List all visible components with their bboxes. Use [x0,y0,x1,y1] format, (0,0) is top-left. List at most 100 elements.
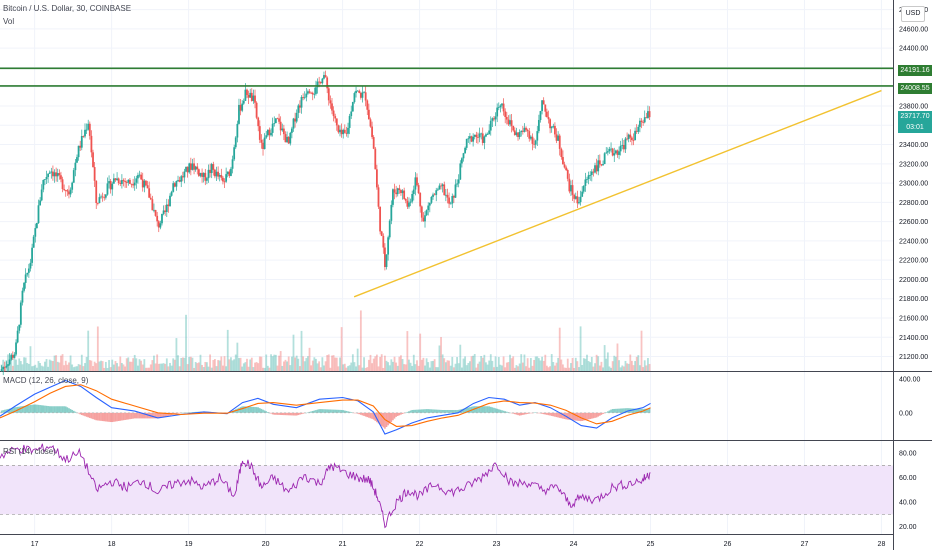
volume-bar [537,358,540,371]
ascending-trendline [353,89,882,298]
macd-histogram-bar [167,412,170,416]
candle-body [565,167,568,171]
candle-body [483,136,486,143]
candle-body [489,120,492,131]
macd-histogram-bar [557,412,559,418]
volume-bar [557,357,560,371]
volume-bar [573,367,576,371]
candle-body [621,145,624,146]
macd-histogram-bar [302,412,304,414]
macd-histogram-bar [242,406,245,413]
volume-bar [592,366,595,371]
macd-histogram-bar [623,408,625,413]
candle-body [120,180,123,184]
macd-histogram-bar [533,412,535,414]
macd-histogram-bar [263,410,266,413]
volume-bar [311,360,314,371]
volume-bar [443,358,446,371]
volume-bar [507,362,510,371]
volume-bar [430,361,433,371]
candle-body [472,136,475,142]
volume-bar [271,356,274,371]
candle-body [84,129,86,137]
volume-bar [643,360,646,371]
macd-histogram-bar [278,412,280,415]
volume-bar [529,358,532,371]
volume-bar [5,360,8,371]
volume-bar [411,365,414,371]
candle-body [385,254,388,268]
macd-histogram-bar [82,412,85,416]
candle-body [52,171,54,177]
candle-body [10,355,13,360]
macd-histogram-bar [275,412,277,415]
macd-histogram-bar [446,409,449,413]
volume-bar [154,363,157,371]
candle-body [388,220,391,238]
macd-histogram-bar [32,404,35,413]
volume-bar [281,365,284,371]
volume-bar [313,357,316,371]
candle-body [279,121,282,131]
candle-body [337,125,340,133]
candle-body [465,138,468,148]
candle-body [42,179,45,190]
price-tick-24400.00: 24400.00 [899,46,928,53]
volume-bar [481,357,484,371]
volume-bar [396,365,399,371]
macd-histogram-bar [4,409,6,413]
macd-histogram-bar [379,412,381,425]
candle-body [268,129,271,136]
volume-bar [146,367,149,371]
macd-histogram-bar [252,406,255,413]
candle-body [188,163,191,173]
volume-bar [637,355,640,371]
volume-bar [133,354,136,371]
macd-histogram-bar [506,411,508,413]
macd-histogram-bar [586,412,588,420]
volume-bar [624,360,627,371]
volume-bar [16,364,19,371]
currency-button[interactable]: USD [901,6,925,22]
macd-histogram-bar [558,412,561,418]
volume-bar [228,359,231,371]
candle-body [624,138,627,150]
macd-histogram-bar [39,405,41,413]
volume-bar [621,365,624,371]
time-tick-27: 27 [801,541,809,548]
volume-bar [351,354,354,371]
macd-histogram-bar [13,407,16,413]
time-tick-22: 22 [416,541,424,548]
volume-bar [308,347,311,371]
macd-histogram-bar [348,411,351,413]
volume-bar [151,360,154,371]
macd-histogram-bar [119,412,122,421]
price-tick-22800.00: 22800.00 [899,200,928,207]
candle-body [35,223,38,229]
macd-histogram-bar [321,409,324,413]
volume-bar [140,360,143,371]
macd-histogram-bar [411,409,413,413]
macd-histogram-bar [238,407,240,413]
candle-body [541,100,543,112]
volume-bar [11,365,14,371]
candle-body [384,247,386,268]
candle-body [406,200,409,207]
macd-histogram-bar [427,409,430,413]
volume-bar [164,363,167,371]
macd-histogram-bar [339,409,341,413]
volume-bar [364,367,367,371]
candle-body [578,202,580,204]
macd-histogram-bar [581,412,583,421]
macd-histogram-bar [591,412,593,419]
macd-histogram-bar [406,411,409,413]
macd-histogram-bar [409,410,412,413]
macd-histogram-bar [546,412,548,415]
macd-histogram-bar [445,409,447,413]
candle-body [544,104,547,112]
candle-body [217,171,220,177]
volume-bar [647,358,649,371]
candle-body [581,191,584,197]
candle-body [157,221,160,228]
